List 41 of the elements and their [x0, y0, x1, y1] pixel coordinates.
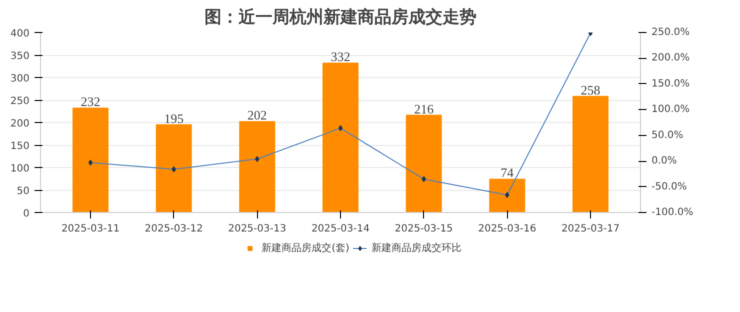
y-tick-label: 250: [10, 96, 30, 107]
y2-tick-label: 200.0%: [652, 52, 690, 64]
data-label: 195: [164, 110, 184, 126]
bar: [572, 96, 608, 212]
legend-label: 新建商品房成交环比: [371, 242, 462, 255]
data-label: 258: [580, 82, 600, 98]
bar: [72, 108, 108, 212]
x-tick-label: 2025-03-14: [311, 224, 370, 234]
y2-tick-label: 50.0%: [652, 130, 684, 141]
y2-tick-label: -50.0%: [652, 181, 687, 192]
data-label: 232: [80, 94, 100, 110]
x-tick-label: 2025-03-12: [144, 224, 203, 234]
y2-tick-label: 150.0%: [652, 78, 690, 90]
data-label: 74: [500, 165, 514, 180]
y-tick-label: 350: [10, 51, 30, 62]
y-tick-label: 100: [10, 164, 30, 174]
x-tick-label: 2025-03-15: [394, 224, 453, 234]
bar: [239, 121, 276, 212]
y2-tick-label: 100.0%: [652, 104, 690, 116]
y-tick-label: 150: [10, 141, 30, 152]
data-label: 216: [414, 101, 434, 116]
y-tick-label: 400: [10, 28, 30, 40]
data-label: 202: [247, 108, 267, 123]
y2-tick-label: -100.0%: [652, 207, 694, 218]
y-tick-label: 0: [23, 208, 30, 220]
x-tick-label: 2025-03-11: [61, 224, 120, 234]
y2-tick-label: 250.0%: [652, 27, 690, 38]
legend-label: 新建商品房成交(套): [262, 242, 350, 255]
y-tick-label: 300: [10, 74, 30, 84]
x-tick-label: 2025-03-16: [478, 224, 536, 234]
y-tick-label: 50: [16, 186, 30, 197]
bar: [322, 62, 358, 212]
data-label: 332: [330, 49, 350, 64]
bar: [489, 178, 526, 212]
bar: [156, 124, 192, 212]
y2-tick-label: 0.0%: [652, 156, 677, 167]
chart-title: 图：近一周杭州新建商品房成交走势: [204, 8, 476, 28]
x-tick-label: 2025-03-13: [228, 224, 286, 234]
y-tick-label: 200: [10, 118, 30, 130]
bar: [406, 114, 442, 212]
x-tick-label: 2025-03-17: [561, 224, 620, 234]
